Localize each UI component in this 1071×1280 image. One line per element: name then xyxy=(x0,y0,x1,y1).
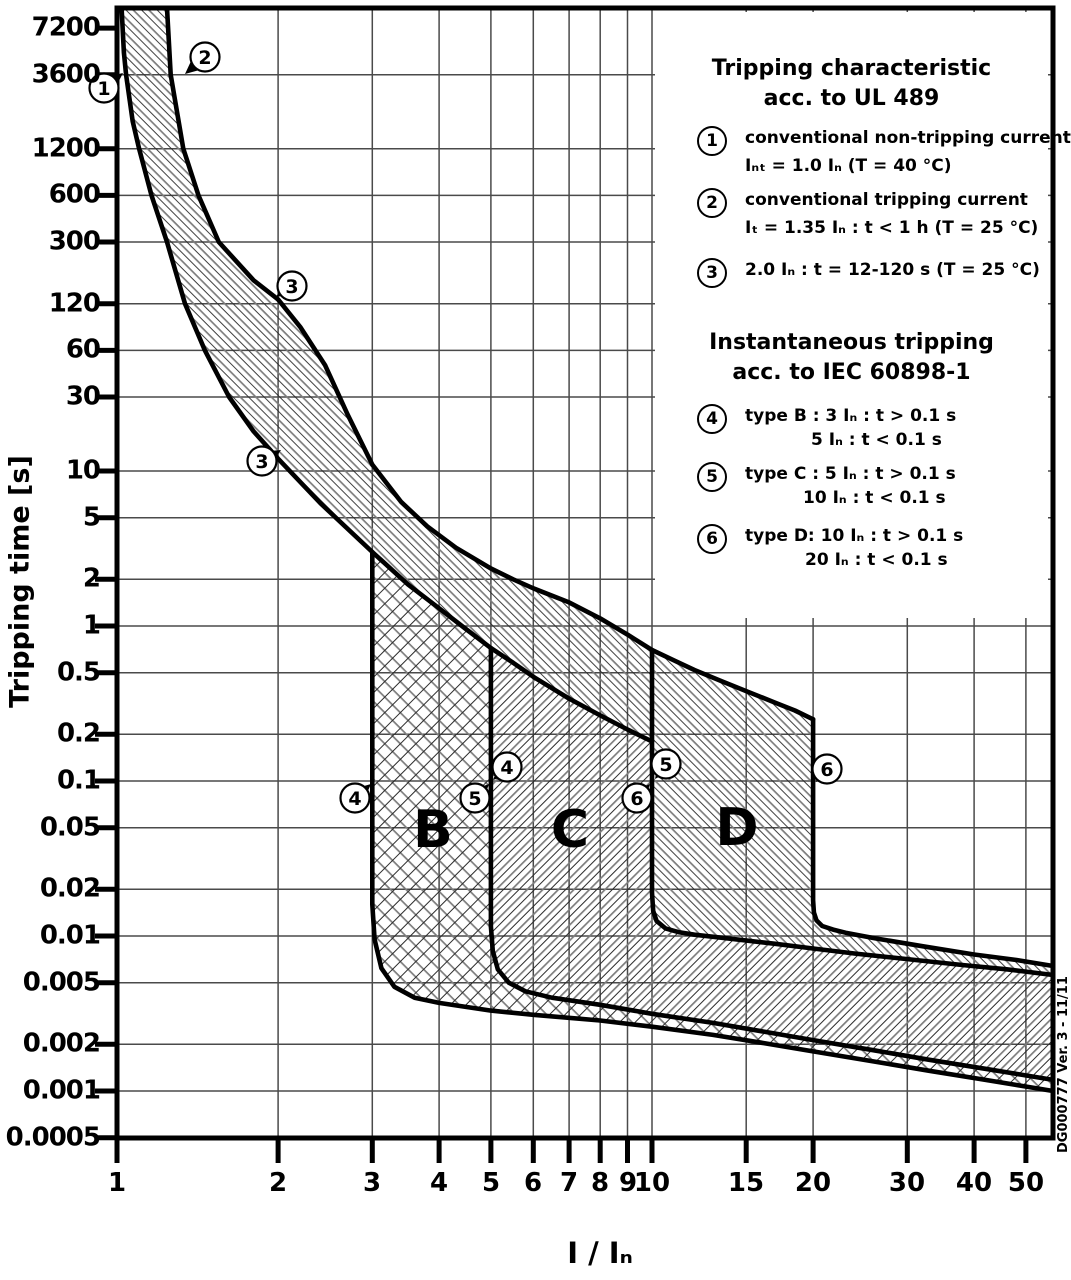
document-version-note: DG000777 Ver. 3 - 11/11 xyxy=(1056,976,1071,1153)
y-tick-label-0.1: 0.1 xyxy=(56,765,101,796)
legend-item-1-line-2: Iₙₜ = 1.0 Iₙ (T = 40 °C) xyxy=(745,156,952,176)
y-tick-label-30: 30 xyxy=(65,381,101,412)
x-tick-label-20: 20 xyxy=(794,1168,832,1198)
legend-item-2-line-2: Iₜ = 1.35 Iₙ : t < 1 h (T = 25 °C) xyxy=(745,218,1039,238)
marker-circle-3 xyxy=(246,445,278,477)
x-tick-label-9: 9 xyxy=(618,1168,638,1198)
marker-circle-5 xyxy=(650,748,682,780)
region-label-D: D xyxy=(715,798,758,858)
curve-3in xyxy=(370,549,1056,1094)
legend-item-1-line-1: conventional non-tripping current xyxy=(745,128,1071,148)
region-label-B: B xyxy=(413,800,453,860)
marker-number-4: 4 xyxy=(348,788,361,810)
marker-circle-2 xyxy=(189,41,221,73)
y-tick-label-10: 10 xyxy=(65,455,101,486)
marker-arrow xyxy=(185,60,200,74)
x-axis-label: I / Iₙ xyxy=(567,1236,633,1270)
x-tick-label-2: 2 xyxy=(268,1168,288,1198)
region-label-C: C xyxy=(551,800,589,860)
x-tick-label-40: 40 xyxy=(955,1168,993,1198)
y-tick-label-0.05: 0.05 xyxy=(39,812,101,843)
thermal-upper-curve xyxy=(164,5,816,722)
y-tick-label-0.01: 0.01 xyxy=(39,920,101,951)
thermal-band xyxy=(121,8,653,742)
x-tick-label-10: 10 xyxy=(633,1168,671,1198)
legend-item-6-line-1: type D: 10 Iₙ : t > 0.1 s xyxy=(745,526,964,546)
y-tick-label-0.005: 0.005 xyxy=(22,967,101,998)
x-tick-label-50: 50 xyxy=(1007,1168,1045,1198)
marker-number-6: 6 xyxy=(820,759,833,781)
legend-title-iec-line2: acc. to IEC 60898-1 xyxy=(732,360,971,385)
y-tick-label-0.0005: 0.0005 xyxy=(5,1122,101,1153)
y-tick-label-0.5: 0.5 xyxy=(56,657,101,688)
x-tick-label-6: 6 xyxy=(523,1168,543,1198)
plot-border xyxy=(114,5,1056,1141)
y-tick-label-1: 1 xyxy=(82,610,101,641)
x-tick-label-7: 7 xyxy=(559,1168,579,1198)
marker-number-1: 1 xyxy=(97,78,110,100)
x-tick-label-3: 3 xyxy=(362,1168,382,1198)
y-tick-label-5: 5 xyxy=(82,502,101,533)
y-tick-label-3600: 3600 xyxy=(31,59,101,90)
legend-badge-2: 2 xyxy=(697,188,727,218)
marker-circle-4 xyxy=(339,782,371,814)
legend-badge-4: 4 xyxy=(697,404,727,434)
y-tick-label-120: 120 xyxy=(48,288,101,319)
legend-item-2-line-1: conventional tripping current xyxy=(745,190,1028,210)
marker-number-3: 3 xyxy=(255,451,268,473)
marker-number-2: 2 xyxy=(198,47,211,69)
legend-title-ul489-line2: acc. to UL 489 xyxy=(763,86,940,111)
marker-number-6: 6 xyxy=(630,788,643,810)
y-tick-label-300: 300 xyxy=(48,226,101,257)
curve-20in xyxy=(810,717,1056,969)
marker-circle-5 xyxy=(459,782,491,814)
y-tick-label-2: 2 xyxy=(82,563,101,594)
marker-number-4: 4 xyxy=(500,757,513,779)
y-tick-label-0.001: 0.001 xyxy=(22,1075,101,1106)
x-tick-label-8: 8 xyxy=(590,1168,610,1198)
y-tick-label-1200: 1200 xyxy=(31,133,101,164)
marker-circle-1 xyxy=(88,72,120,104)
legend-item-3-line-1: 2.0 Iₙ : t = 12-120 s (T = 25 °C) xyxy=(745,260,1040,280)
type-c-band xyxy=(490,648,1054,1080)
legend-background xyxy=(655,12,1048,618)
legend-badge-3: 3 xyxy=(697,258,727,288)
legend-title-ul489-line1: Tripping characteristic xyxy=(711,56,992,81)
legend-title-iec-line1: Instantaneous tripping xyxy=(709,330,994,355)
marker-circle-3 xyxy=(276,270,308,302)
marker-number-3: 3 xyxy=(285,276,298,298)
legend-badge-5: 5 xyxy=(697,462,727,492)
legend-badge-1: 1 xyxy=(697,126,727,156)
legend: Tripping characteristic acc. to UL 489 1… xyxy=(655,10,1071,618)
legend-item-4-line-1: type B : 3 Iₙ : t > 0.1 s xyxy=(745,406,957,426)
legend-badge-6: 6 xyxy=(697,524,727,554)
curve-10in xyxy=(649,647,1056,978)
x-tick-label-30: 30 xyxy=(888,1168,926,1198)
legend-item-6-line-2: 20 Iₙ : t < 0.1 s xyxy=(805,550,948,570)
legend-item-5-line-2: 10 Iₙ : t < 0.1 s xyxy=(803,488,946,508)
x-tick-label-5: 5 xyxy=(481,1168,501,1198)
marker-circle-6 xyxy=(621,782,653,814)
x-tick-label-1: 1 xyxy=(107,1168,127,1198)
marker-circle-4 xyxy=(491,751,523,783)
y-tick-label-0.2: 0.2 xyxy=(56,718,101,749)
y-tick-label-60: 60 xyxy=(65,334,101,365)
marker-number-5: 5 xyxy=(659,754,672,776)
y-tick-label-0.02: 0.02 xyxy=(39,873,101,904)
marker-number-5: 5 xyxy=(468,788,481,810)
y-tick-label-0.002: 0.002 xyxy=(22,1028,101,1059)
y-tick-label-7200: 7200 xyxy=(31,12,101,43)
thermal-lower-curve xyxy=(119,5,655,744)
curve-5in xyxy=(488,645,1056,1083)
legend-item-5-line-1: type C : 5 Iₙ : t > 0.1 s xyxy=(745,464,956,484)
x-tick-label-15: 15 xyxy=(727,1168,765,1198)
type-d-band xyxy=(652,650,1054,975)
x-tick-label-4: 4 xyxy=(429,1168,449,1198)
y-tick-label-600: 600 xyxy=(48,179,101,210)
legend-item-4-line-2: 5 Iₙ : t < 0.1 s xyxy=(811,430,942,450)
marker-circle-6 xyxy=(811,753,843,785)
